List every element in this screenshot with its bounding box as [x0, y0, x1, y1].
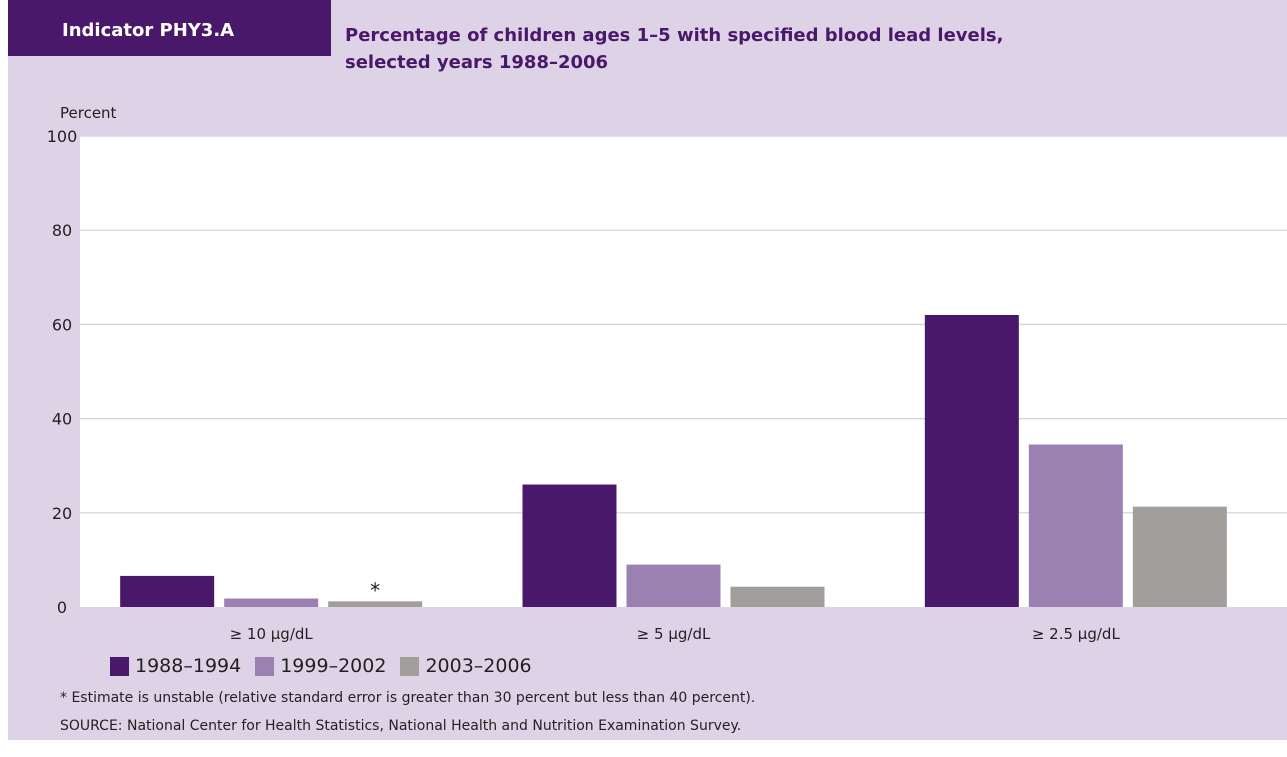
- y-axis-label: Percent: [60, 104, 117, 122]
- bar: [626, 564, 721, 607]
- legend-swatch: [255, 656, 275, 676]
- bar: [924, 314, 1019, 607]
- chart-title: Percentage of children ages 1–5 with spe…: [345, 25, 1004, 73]
- bar: [730, 586, 825, 607]
- legend-item-2003-2006: 2003–2006: [400, 655, 532, 677]
- legend-swatch: [110, 656, 129, 676]
- x-category-label: ≥ 2.5 μg/dL: [1032, 625, 1121, 643]
- annotations: *: [370, 578, 380, 602]
- legend-label: 1999–2002: [280, 655, 387, 677]
- legend-item-1999-2002: 1999–2002: [255, 655, 386, 677]
- footnote: * Estimate is unstable (relative standar…: [60, 690, 756, 706]
- bars: [120, 314, 1227, 607]
- legend: 1988–1994 1999–2002 2003–2006: [110, 655, 546, 677]
- y-tick-label: 40: [52, 410, 72, 429]
- legend-label: 2003–2006: [425, 655, 532, 677]
- y-tick-label: 20: [52, 504, 72, 523]
- bar: [1132, 506, 1227, 607]
- bar: [224, 598, 319, 607]
- indicator-label: Indicator PHY3.A: [62, 20, 235, 41]
- legend-swatch: [400, 656, 420, 676]
- y-tick-label: 80: [52, 221, 72, 240]
- y-tick-label: 100: [47, 127, 78, 146]
- bar: [1028, 444, 1123, 607]
- indicator-tab: [8, 0, 331, 56]
- bar: [120, 575, 215, 607]
- y-tick-label: 0: [57, 598, 67, 617]
- y-axis-ticks: 0 20 40 60 80 100: [47, 127, 78, 617]
- x-category-label: ≥ 5 μg/dL: [637, 625, 711, 643]
- x-category-label: ≥ 10 μg/dL: [230, 625, 314, 643]
- source-note: SOURCE: National Center for Health Stati…: [60, 718, 742, 734]
- bar: [328, 601, 423, 607]
- bar: [522, 484, 617, 607]
- legend-item-1988-1994: 1988–1994: [110, 655, 241, 677]
- y-tick-label: 60: [52, 315, 72, 334]
- annotation-asterisk: *: [370, 578, 380, 602]
- bar-chart: 0 20 40 60 80 100 ≥ 10 μg/dL ≥ 5 μg/dL ≥ 2.5 μg…: [47, 127, 1287, 643]
- legend-label: 1988–1994: [135, 655, 242, 677]
- x-axis-categories: ≥ 10 μg/dL ≥ 5 μg/dL ≥ 2.5 μg/dL: [230, 625, 1121, 643]
